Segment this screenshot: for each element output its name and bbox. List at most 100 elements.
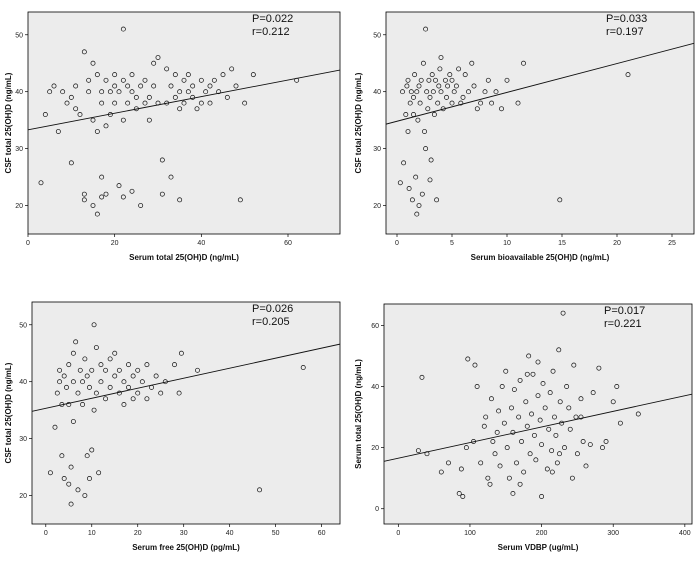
chart-tr-point-1 <box>400 89 405 95</box>
chart-tl-point-10 <box>73 83 79 89</box>
chart-tr-point-3 <box>403 112 409 117</box>
chart-tl-point-76 <box>198 77 204 83</box>
chart-tr-plot-area <box>385 11 695 235</box>
chart-bl-point-29 <box>87 476 92 481</box>
chart-br-point-49 <box>549 448 555 454</box>
chart-br-point-18 <box>496 408 502 414</box>
chart-tr-point-64 <box>493 89 499 95</box>
chart-br-point-47 <box>546 426 552 432</box>
chart-tr-point-51 <box>453 83 459 89</box>
chart-tl-plot-area <box>27 11 341 235</box>
chart-tl-point-17 <box>90 117 96 123</box>
chart-bl-point-57 <box>144 362 150 368</box>
chart-tr-point-66 <box>504 77 510 83</box>
chart-tr-x-axis-title: Serum bioavailable 25(OH)D (ng/mL) <box>471 253 610 262</box>
chart-bl-point-44 <box>112 350 118 356</box>
chart-tr-point-58 <box>471 83 477 89</box>
chart-bl-x-tick-label-0: 0 <box>44 530 48 537</box>
chart-tr-point-59 <box>474 106 480 112</box>
chart-br-point-13 <box>487 481 493 487</box>
chart-tl-x-tick-label-0: 0 <box>26 240 30 247</box>
chart-tl-point-73 <box>190 94 196 100</box>
chart-br-r-value: r=0.221 <box>604 318 642 330</box>
chart-tl-x-tick-label-2: 40 <box>197 240 205 247</box>
chart-tr-x-tick-label-3: 15 <box>558 240 566 247</box>
chart-br-point-3 <box>456 490 462 496</box>
chart-tl-point-89 <box>250 72 256 78</box>
chart-br-point-62 <box>569 475 575 481</box>
chart-br-point-83 <box>539 494 545 499</box>
scatter-chart-bottom-left: 0 10 20 30 40 50 60 20 30 40 50 Serum free 25(OH)D … <box>4 301 341 552</box>
chart-tl-point-64 <box>172 72 178 78</box>
chart-tl-point-25 <box>99 89 105 95</box>
chart-br-point-33 <box>523 399 529 405</box>
chart-br-point-15 <box>490 439 496 444</box>
chart-tl-point-28 <box>103 123 109 129</box>
chart-tl-point-79 <box>207 83 213 89</box>
chart-br-point-12 <box>485 475 491 481</box>
chart-bl-point-18 <box>73 339 79 345</box>
chart-br-point-46 <box>544 466 550 472</box>
chart-tr-point-68 <box>521 60 526 66</box>
chart-tr-point-48 <box>449 100 455 106</box>
chart-tr-point-2 <box>401 160 407 166</box>
chart-tl-point-86 <box>233 83 239 89</box>
chart-tl-point-56 <box>155 55 161 60</box>
chart-tr-y-tick-label-2: 40 <box>373 89 381 96</box>
chart-br-point-57 <box>560 310 566 316</box>
chart-tr-x-tick-label-4: 20 <box>613 240 621 247</box>
chart-tl-x-tick-label-3: 60 <box>284 240 292 247</box>
chart-br-marks <box>384 310 692 499</box>
chart-bl-point-5 <box>59 402 65 407</box>
chart-bl-point-59 <box>153 373 159 379</box>
chart-bl-y-tick-label-3: 50 <box>19 322 27 329</box>
chart-br-y-tick-label-2: 40 <box>371 384 379 391</box>
chart-bl-point-12 <box>66 481 72 487</box>
chart-br-point-0 <box>415 448 421 454</box>
chart-br-point-27 <box>511 387 517 393</box>
chart-bl-point-21 <box>77 367 83 373</box>
chart-tr-y-tick-label-3: 50 <box>373 32 381 39</box>
chart-br-point-9 <box>478 460 484 466</box>
chart-bl-point-36 <box>96 470 102 476</box>
chart-tl-point-52 <box>146 94 152 100</box>
scatter-chart-top-right: 0 5 10 15 20 25 20 30 40 50 Serum bioavailable 25(… <box>354 11 695 262</box>
chart-tl-point-71 <box>185 89 191 95</box>
chart-bl-y-tick-label-2: 40 <box>19 379 27 386</box>
chart-br-point-24 <box>506 475 512 481</box>
chart-br-point-63 <box>571 362 577 368</box>
chart-tl-point-59 <box>159 191 165 197</box>
chart-tl-point-33 <box>112 83 118 89</box>
chart-br-point-39 <box>531 432 537 438</box>
chart-br-point-6 <box>465 356 471 362</box>
chart-tr-x-tick-label-5: 25 <box>668 240 676 247</box>
scatter-panel-bottom-right: 0 100 200 300 400 0 20 40 60 Serum VDBP (ug/mL) Se… <box>350 286 700 573</box>
chart-br-point-34 <box>524 423 530 429</box>
chart-tl-point-72 <box>185 72 191 78</box>
chart-bl-point-64 <box>178 350 184 356</box>
chart-bl-point-19 <box>75 390 81 396</box>
chart-bl-point-27 <box>84 453 90 459</box>
chart-tl-y-tick-label-0: 20 <box>15 203 23 210</box>
chart-tl-point-80 <box>207 100 213 106</box>
chart-br-x-tick-label-4: 400 <box>679 530 691 537</box>
chart-br-point-45 <box>542 405 548 411</box>
chart-tl-point-81 <box>211 77 217 83</box>
chart-tr-point-52 <box>456 66 462 72</box>
chart-bl-point-17 <box>70 419 76 424</box>
chart-br-point-68 <box>583 463 589 469</box>
chart-tl-y-axis-title: CSF total 25(OH)D (ng/mL) <box>4 72 13 173</box>
chart-tl-point-13 <box>81 197 87 203</box>
chart-br-point-30 <box>517 377 523 383</box>
chart-tl-point-50 <box>142 77 148 83</box>
chart-tr-point-18 <box>416 83 422 89</box>
chart-tr-point-47 <box>447 72 453 78</box>
chart-tr-point-19 <box>416 203 422 208</box>
chart-tr-x-tick-label-2: 10 <box>503 240 511 247</box>
chart-tl-point-27 <box>103 77 109 83</box>
chart-bl-point-53 <box>135 390 141 396</box>
chart-tr-point-16 <box>414 211 420 217</box>
chart-bl-point-20 <box>75 487 81 493</box>
chart-br-point-75 <box>617 420 623 426</box>
chart-tl-point-8 <box>68 94 74 100</box>
